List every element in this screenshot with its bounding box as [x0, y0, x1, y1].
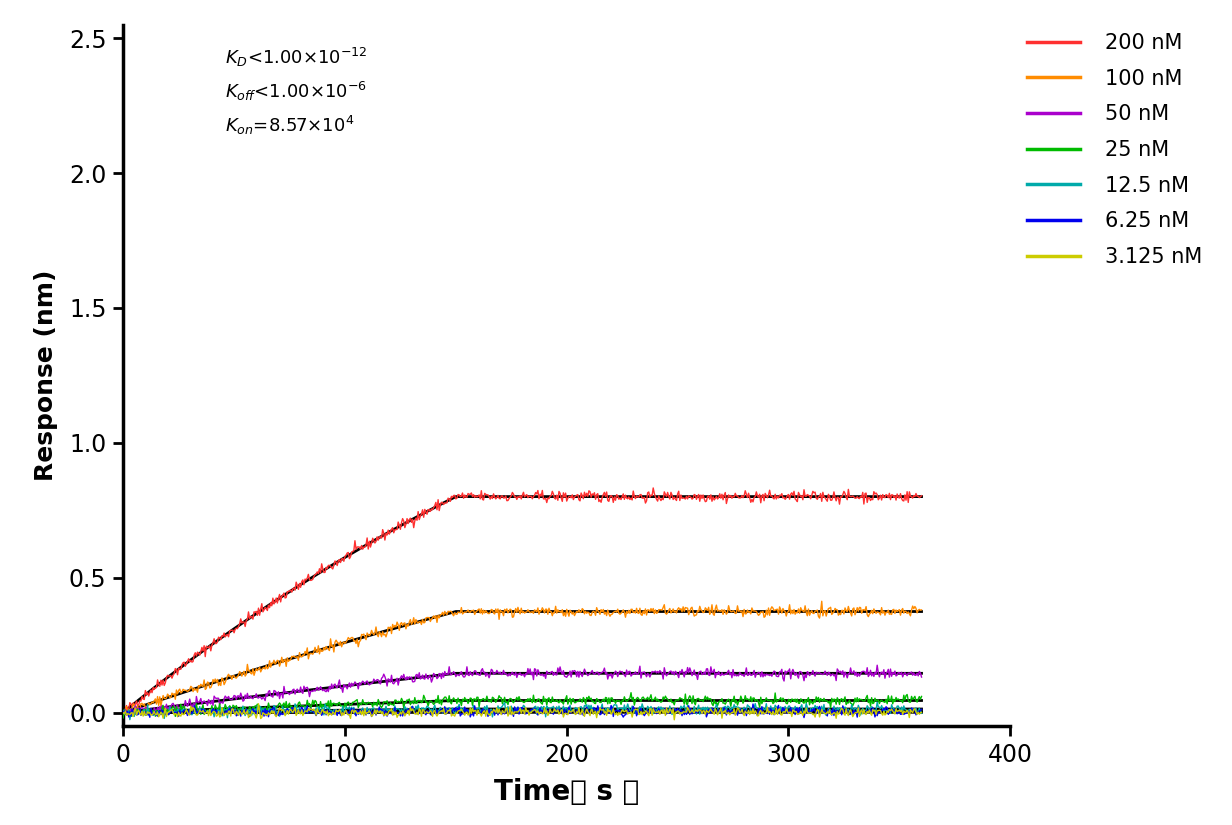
Line: 3.125 nM: 3.125 nM: [123, 704, 922, 720]
Text: $K_D$<1.00×10$^{-12}$
$K_{off}$<1.00×10$^{-6}$
$K_{on}$=8.57×10$^{4}$: $K_D$<1.00×10$^{-12}$ $K_{off}$<1.00×10$…: [225, 45, 368, 137]
3.125 nM: [510, 707, 525, 717]
3.125 nM: [586, 707, 601, 717]
3.125 nM: [251, 699, 266, 709]
Y-axis label: Response (nm): Response (nm): [33, 270, 58, 481]
25 nM: [914, 691, 929, 701]
6.25 nM: [914, 705, 929, 714]
6.25 nM: [797, 713, 812, 723]
50 nM: [914, 672, 929, 682]
25 nM: [291, 698, 306, 708]
12.5 nM: [843, 706, 857, 716]
25 nM: [325, 699, 340, 709]
12.5 nM: [326, 705, 341, 714]
6.25 nM: [325, 710, 340, 719]
6.25 nM: [291, 707, 306, 717]
50 nM: [665, 667, 680, 676]
50 nM: [870, 660, 885, 670]
25 nM: [586, 696, 601, 706]
200 nM: [646, 483, 660, 493]
12.5 nM: [122, 714, 137, 724]
50 nM: [510, 672, 525, 682]
200 nM: [843, 492, 857, 502]
200 nM: [116, 706, 131, 716]
100 nM: [291, 655, 306, 665]
Line: 100 nM: 100 nM: [123, 601, 922, 715]
50 nM: [292, 687, 307, 697]
3.125 nM: [667, 715, 681, 725]
3.125 nM: [665, 704, 680, 714]
6.25 nM: [586, 704, 601, 714]
100 nM: [116, 710, 131, 720]
200 nM: [667, 493, 681, 502]
50 nM: [586, 669, 601, 679]
3.125 nM: [326, 708, 341, 718]
3.125 nM: [116, 708, 131, 718]
100 nM: [914, 605, 929, 615]
3.125 nM: [914, 708, 929, 718]
12.5 nM: [665, 703, 680, 713]
3.125 nM: [843, 705, 857, 715]
200 nM: [292, 578, 307, 588]
Line: 6.25 nM: 6.25 nM: [123, 704, 922, 718]
12.5 nM: [914, 709, 929, 719]
50 nM: [116, 710, 131, 720]
Line: 50 nM: 50 nM: [123, 665, 922, 716]
25 nM: [623, 688, 638, 698]
6.25 nM: [116, 707, 131, 717]
12.5 nM: [292, 702, 307, 712]
12.5 nM: [510, 706, 525, 716]
200 nM: [586, 488, 601, 497]
12.5 nM: [870, 697, 885, 707]
Line: 12.5 nM: 12.5 nM: [123, 702, 922, 719]
200 nM: [510, 494, 525, 504]
6.25 nM: [745, 699, 760, 709]
200 nM: [326, 560, 341, 570]
50 nM: [843, 669, 857, 679]
X-axis label: Time（ s ）: Time（ s ）: [494, 778, 639, 806]
12.5 nM: [116, 705, 131, 715]
50 nM: [326, 680, 341, 690]
200 nM: [914, 491, 929, 501]
6.25 nM: [665, 705, 680, 714]
6.25 nM: [843, 710, 857, 719]
100 nM: [509, 604, 524, 614]
100 nM: [586, 606, 601, 616]
25 nM: [509, 695, 524, 705]
12.5 nM: [586, 704, 601, 714]
100 nM: [325, 640, 340, 650]
100 nM: [843, 606, 857, 615]
3.125 nM: [292, 709, 307, 719]
100 nM: [665, 606, 680, 616]
50 nM: [121, 711, 137, 721]
25 nM: [665, 697, 680, 707]
6.25 nM: [509, 705, 524, 715]
Legend: 200 nM, 100 nM, 50 nM, 25 nM, 12.5 nM, 6.25 nM, 3.125 nM: 200 nM, 100 nM, 50 nM, 25 nM, 12.5 nM, 6…: [1019, 25, 1210, 276]
Line: 200 nM: 200 nM: [123, 488, 922, 712]
200 nM: [117, 707, 132, 717]
25 nM: [843, 695, 857, 705]
100 nM: [814, 596, 829, 606]
25 nM: [116, 713, 131, 723]
Line: 25 nM: 25 nM: [123, 693, 922, 718]
